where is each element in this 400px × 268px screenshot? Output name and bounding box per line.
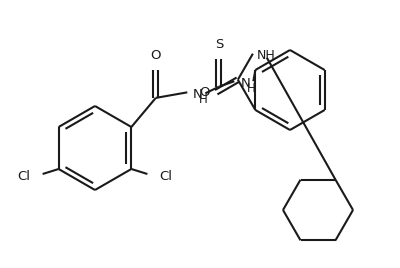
Text: NH: NH — [257, 49, 276, 62]
Text: Cl: Cl — [159, 169, 172, 183]
Text: N: N — [192, 88, 202, 101]
Text: O: O — [150, 49, 161, 62]
Text: Cl: Cl — [18, 170, 31, 184]
Text: H: H — [199, 93, 208, 106]
Text: N: N — [240, 77, 250, 90]
Text: S: S — [215, 38, 223, 51]
Text: O: O — [200, 86, 210, 99]
Text: H: H — [247, 82, 256, 95]
